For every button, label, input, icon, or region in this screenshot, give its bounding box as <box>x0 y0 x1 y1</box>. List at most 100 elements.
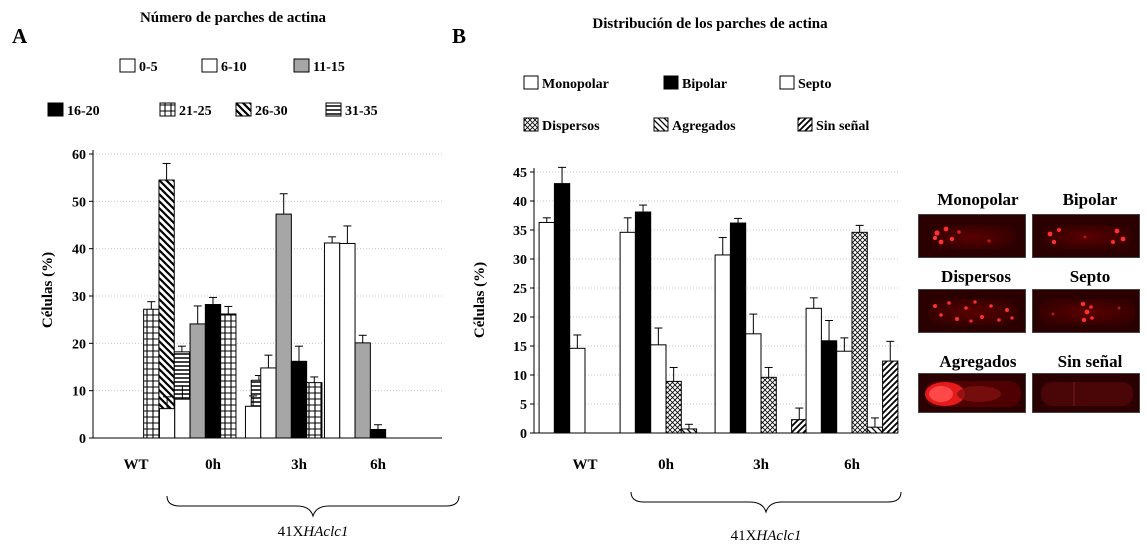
micrograph-agregados-image <box>918 373 1026 413</box>
panel-b-ytick-label: 35 <box>513 224 527 239</box>
panel-a-bar-6-10-6h <box>339 242 356 439</box>
micrograph-dispersos-image <box>918 289 1026 333</box>
panel-a-legend-label-6-10: 6-10 <box>221 60 247 75</box>
micrograph-septo-image <box>1032 289 1140 333</box>
panel-b-legend-swatch-agregados <box>653 117 669 132</box>
panel-a-ytick-label: 0 <box>79 432 86 447</box>
panel-b-bar-septo-0h <box>650 344 667 434</box>
panel-a-group-brace <box>166 495 460 518</box>
panel-b-bar-monopolar-0h <box>619 231 636 434</box>
panel-a-bar-0-5-0h <box>158 408 176 439</box>
panel-b-legend-swatch-dispersos <box>523 117 539 132</box>
micrograph-label-monopolar: Monopolar <box>937 190 1019 209</box>
panel-b-bar-monopolar-6h <box>805 307 822 434</box>
panel-a-bar-11-15-0h <box>189 323 206 439</box>
panel-a-bar-0-5-3h <box>244 405 262 439</box>
panel-a-category-label-3h: 3h <box>291 457 308 473</box>
panel-a-bar-16-20-0h <box>204 304 222 439</box>
panel-b-chart: 0 5 10 15 20 25 30 35 40 45 WT 0h 3h 6h <box>513 166 899 473</box>
panel-b-bar-agregados-6h <box>866 426 884 434</box>
panel-a-ytick-label: 40 <box>72 243 86 258</box>
panel-b-ytick-label: 10 <box>513 369 527 384</box>
panel-a-bar-16-20-3h <box>290 360 308 439</box>
panel-a-ytick-label: 50 <box>72 195 86 210</box>
panel-a-bar-6-10-3h <box>260 367 277 439</box>
panel-b-category-label-0h: 0h <box>658 457 675 473</box>
micrograph-label-bipolar: Bipolar <box>1062 190 1118 209</box>
panel-b-category-label-3h: 3h <box>753 457 770 473</box>
panel-b-bar-bipolar-6h <box>820 340 838 434</box>
panel-a-bar-21-25-wt <box>143 308 160 439</box>
panel-a-category-label-6h: 6h <box>370 457 387 473</box>
panel-b-bar-dispersos-3h <box>760 376 777 434</box>
panel-b-legend: Monopolar Bipolar Septo Dispersos Agregados S… <box>523 75 869 134</box>
panel-a-legend-label-11-15: 11-15 <box>313 60 345 75</box>
panel-b-ytick-label: 20 <box>513 311 527 326</box>
panel-b-ytick-label: 5 <box>520 398 527 413</box>
panel-b-bar-septo-3h <box>745 333 762 434</box>
panel-a-ylabel: Células (%) <box>40 252 56 328</box>
panel-a-letter: A <box>12 24 28 48</box>
panel-b-category-label-wt: WT <box>572 457 597 473</box>
panel-a-legend-swatch-31-35 <box>325 102 342 117</box>
micrograph-label-agregados: Agregados <box>939 352 1017 371</box>
panel-b-legend-label-dispersos: Dispersos <box>542 119 600 134</box>
panel-b-legend-label-septo: Septo <box>798 77 831 92</box>
panel-a-legend-swatch-0-5 <box>119 58 136 73</box>
panel-b-title: Distribución de los parches de actina <box>592 16 828 32</box>
panel-b-bar-sin-senal-3h <box>791 419 808 434</box>
micrograph-monopolar-image <box>918 214 1026 258</box>
panel-b-legend-label-sin-senal: Sin señal <box>816 119 869 134</box>
panel-b-bar-septo-6h <box>836 350 853 434</box>
panel-a-legend-swatch-16-20 <box>47 102 64 117</box>
panel-b-bar-bipolar-0h <box>634 211 652 434</box>
panel-b-ylabel: Células (%) <box>472 262 488 338</box>
panel-b-ytick-label: 45 <box>513 166 527 181</box>
panel-a-category-label-0h: 0h <box>205 457 222 473</box>
panel-a-bar-0-5-6h <box>323 242 341 439</box>
panel-b-bar-bipolar-3h <box>729 222 747 434</box>
panel-a-category-label-wt: WT <box>123 457 148 473</box>
panel-b-bar-dispersos-6h <box>851 231 868 434</box>
panel-b-category-label-6h: 6h <box>844 457 861 473</box>
panel-a-group-label: 41XHAclc1 <box>278 524 349 540</box>
micrograph-bipolar-image <box>1032 214 1140 258</box>
panel-b-ytick-label: 30 <box>513 253 527 268</box>
panel-b-legend-swatch-sin-senal <box>797 117 813 132</box>
panel-a-ytick-label: 60 <box>72 148 86 163</box>
panel-b-legend-label-monopolar: Monopolar <box>542 77 609 92</box>
panel-a-ytick-label: 10 <box>72 385 86 400</box>
panel-a-legend-swatch-26-30 <box>235 102 252 117</box>
panel-a-title: Número de parches de actina <box>140 10 327 26</box>
panel-b-bar-monopolar-3h <box>714 254 731 434</box>
panel-a-bar-11-15-3h <box>275 213 292 439</box>
panel-b-bar-septo-wt <box>569 347 586 434</box>
panel-b-legend-label-agregados: Agregados <box>672 119 736 134</box>
panel-b-legend-swatch-monopolar <box>523 75 539 90</box>
panel-a-ytick-label: 30 <box>72 290 86 305</box>
panel-a-bar-21-25-0h <box>220 313 237 439</box>
panel-a-legend-swatch-11-15 <box>293 58 310 73</box>
panel-a-legend-label-16-20: 16-20 <box>67 104 100 119</box>
panel-a-legend-label-26-30: 26-30 <box>255 104 288 119</box>
panel-b-letter: B <box>452 24 466 48</box>
panel-a-legend-label-0-5: 0-5 <box>139 60 158 75</box>
panel-b-bar-dispersos-0h <box>665 380 682 434</box>
panel-b-bar-sin-senal-6h <box>882 360 899 434</box>
micrograph-sin-senal-image <box>1032 373 1140 413</box>
panel-b-group-brace <box>630 491 902 514</box>
panel-a-bar-16-20-6h <box>369 428 387 439</box>
panel-a-legend-swatch-21-25 <box>159 102 176 117</box>
panel-b-ytick-label: 25 <box>513 282 527 297</box>
panel-b-group-label: 41XHAclc1 <box>731 528 802 544</box>
panel-b-legend-swatch-septo <box>779 75 795 90</box>
panel-a-bar-11-15-6h <box>354 342 371 439</box>
panel-b-legend-swatch-bipolar <box>663 75 679 90</box>
panel-b-bar-monopolar-wt <box>538 221 555 434</box>
panel-a-legend-swatch-6-10 <box>201 58 218 73</box>
panel-a-ytick-label: 20 <box>72 337 86 352</box>
panel-b-ytick-label: 40 <box>513 195 527 210</box>
panel-a-legend: 0-5 6-10 11-15 16-20 21-25 26-30 31-35 <box>47 58 378 119</box>
